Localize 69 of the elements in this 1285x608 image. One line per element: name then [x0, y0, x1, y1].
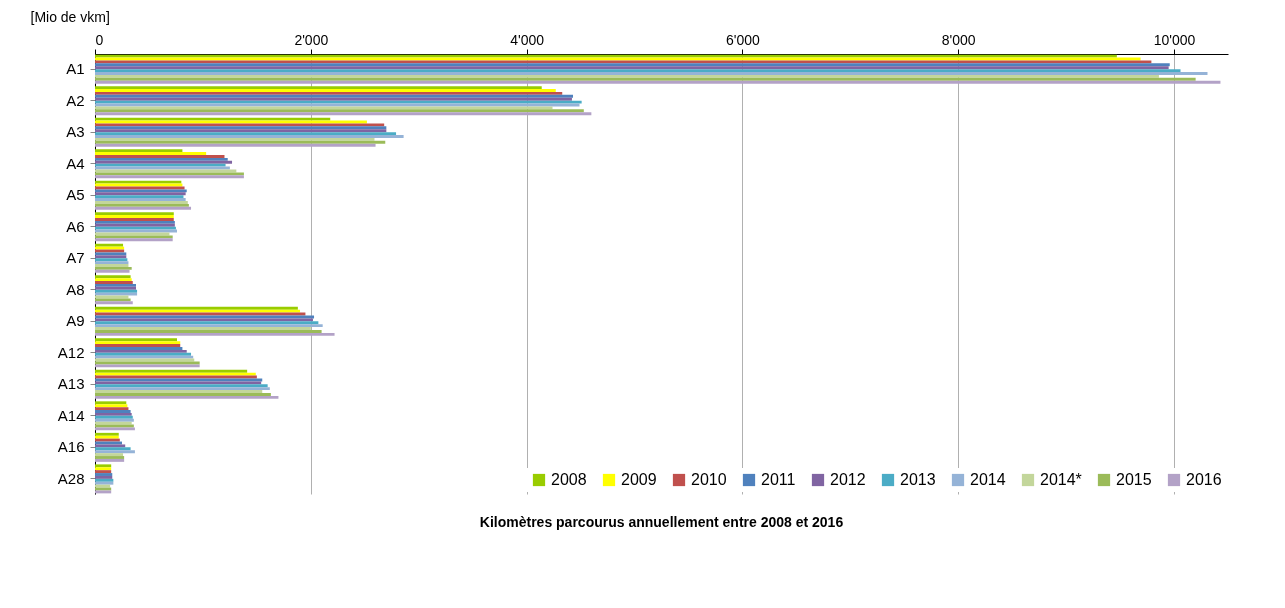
bar: [95, 321, 319, 325]
bar: [95, 143, 376, 147]
bar: [95, 72, 1208, 75]
bar: [95, 152, 207, 155]
bar: [95, 77, 1196, 81]
y-tick-label: A12: [57, 343, 85, 361]
bar: [95, 117, 331, 121]
bar: [95, 91, 563, 95]
bar: [95, 332, 335, 336]
bar: [95, 69, 1181, 73]
x-tick-label: 0: [95, 31, 104, 48]
bar: [95, 140, 386, 144]
bar: [95, 369, 248, 373]
bar: [95, 327, 311, 330]
bar: [95, 349, 187, 353]
bar: [95, 395, 279, 399]
legend-label: 2010: [691, 471, 727, 488]
bar: [95, 390, 263, 394]
bar: [95, 89, 556, 92]
x-tick-label: 4'000: [510, 31, 545, 48]
bar: [95, 74, 1159, 78]
bar: [95, 132, 397, 136]
bar: [95, 169, 237, 173]
bar: [95, 109, 584, 113]
bar: [95, 160, 233, 164]
legend-label: 2009: [621, 471, 657, 488]
bar: [95, 393, 271, 396]
y-tick-label: A4: [66, 154, 85, 172]
legend-label: 2013: [900, 471, 936, 488]
y-tick-label: A8: [66, 280, 85, 298]
y-tick-label: A5: [66, 186, 85, 204]
bar: [95, 444, 126, 448]
bar: [95, 149, 183, 153]
bar: [95, 60, 1152, 64]
bar: [95, 135, 404, 138]
x-tick-label: 2'000: [294, 31, 329, 48]
x-tick-label: 6'000: [726, 31, 761, 48]
y-tick-label: A3: [66, 123, 85, 141]
bar: [95, 450, 135, 454]
y-tick-label: A16: [57, 438, 85, 456]
bar: [95, 329, 322, 333]
x-tick-label: 8'000: [941, 31, 976, 48]
bar: [95, 80, 1221, 84]
legend-label: 2016: [1186, 471, 1222, 488]
bar: [95, 163, 226, 167]
legend-label: 2014*: [1040, 471, 1082, 488]
bar: [95, 137, 375, 141]
bar: [95, 112, 592, 116]
legend-label: 2011: [761, 471, 796, 488]
bar: [95, 106, 553, 110]
y-tick-label: A2: [66, 91, 85, 109]
x-axis-title: [Mio de vkm]: [30, 8, 110, 25]
y-tick-label: A14: [57, 406, 85, 424]
text: Kilomètres parcourus annuellement entre 2008 et 2016: [479, 514, 844, 530]
y-tick-label: A28: [57, 469, 85, 487]
y-tick-label: A6: [66, 217, 85, 235]
bar: [95, 447, 131, 451]
legend-label: 2014: [970, 471, 1006, 488]
legend-label: 2008: [551, 471, 587, 488]
y-tick-label: A1: [66, 60, 85, 78]
bar: [95, 86, 542, 90]
legend-label: 2012: [830, 471, 866, 488]
bar: [95, 324, 323, 328]
x-tick-label: 10'000: [1153, 31, 1196, 48]
y-tick-label: A13: [57, 375, 85, 393]
y-tick-label: A7: [66, 249, 85, 267]
y-tick-label: A9: [66, 312, 85, 330]
legend-label: 2015: [1116, 471, 1152, 488]
bar: [95, 54, 1117, 58]
